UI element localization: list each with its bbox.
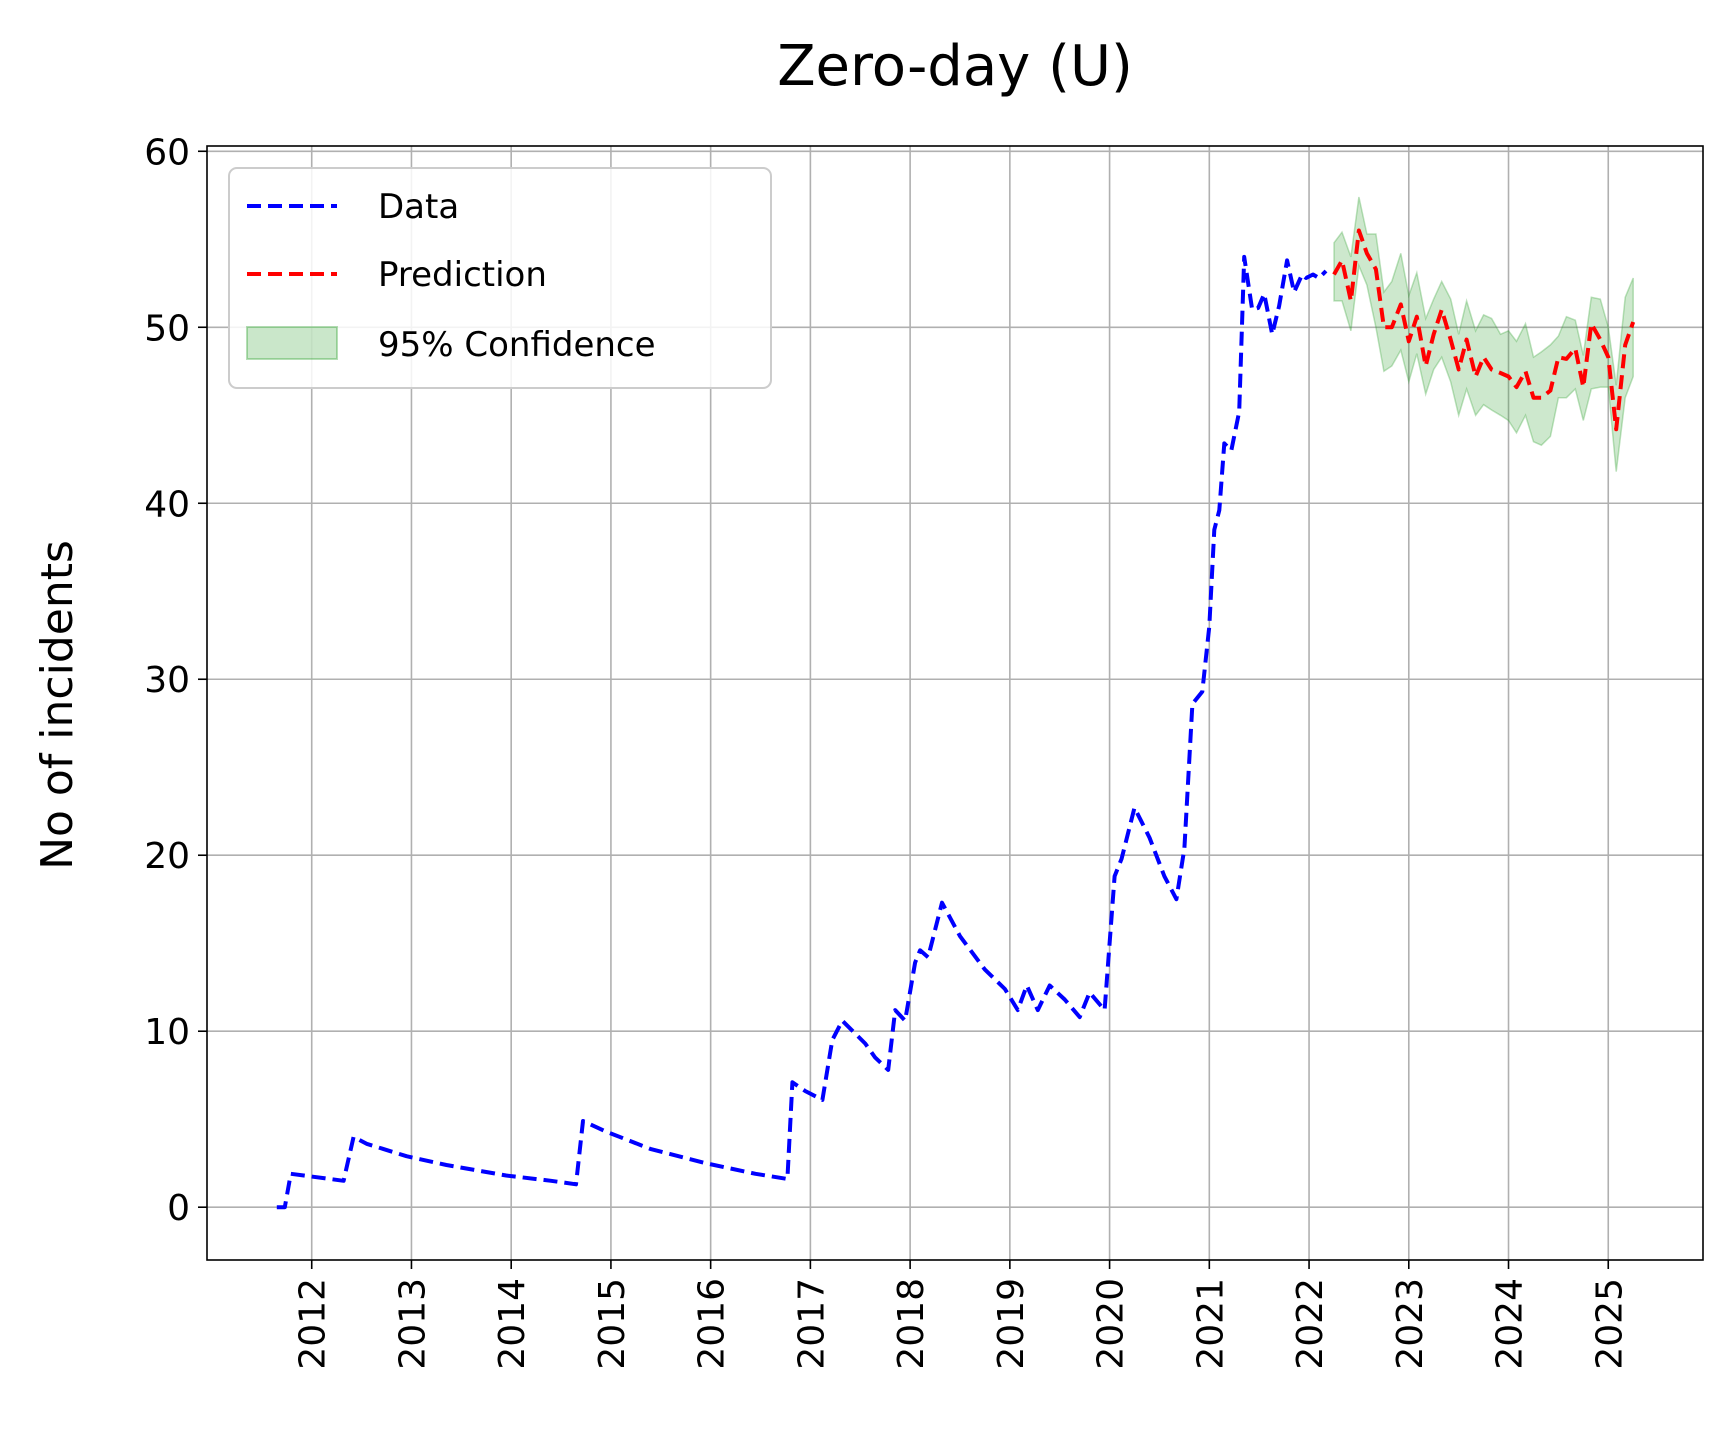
x-tick-label: 2023 [1390, 1278, 1431, 1370]
x-tick-label: 2018 [891, 1278, 932, 1370]
plot-frame [206, 145, 1704, 1261]
y-tick-label: 30 [144, 660, 190, 701]
y-tick-label: 40 [144, 484, 190, 525]
x-tick-label: 2020 [1091, 1278, 1132, 1370]
x-tick-label: 2025 [1589, 1278, 1630, 1370]
x-tick-label: 2022 [1290, 1278, 1331, 1370]
axis-ticks: 2012 2013 2014 2015 2016 2017 2018 2019 2020 2021… [144, 132, 1630, 1369]
x-tick-label: 2019 [991, 1278, 1032, 1370]
x-tick-label: 2017 [791, 1278, 832, 1370]
legend-confidence-label: 95% Confidence [378, 325, 656, 365]
legend-confidence-swatch [246, 326, 338, 360]
data-series-line [276, 254, 1328, 1210]
y-tick-label: 60 [144, 132, 190, 173]
y-tick-label: 20 [144, 836, 190, 877]
x-tick-label: 2012 [293, 1278, 334, 1370]
x-tick-label: 2015 [592, 1278, 633, 1370]
x-tick-label: 2014 [492, 1278, 533, 1370]
y-axis-label: No of incidents [32, 540, 83, 870]
series-layer [276, 228, 1636, 1210]
x-tick-label: 2024 [1490, 1278, 1531, 1370]
legend-prediction-label: Prediction [378, 255, 547, 295]
legend-data-label: Data [378, 187, 459, 227]
y-tick-label: 50 [144, 308, 190, 349]
x-tick-label: 2021 [1190, 1278, 1231, 1370]
x-tick-label: 2016 [692, 1278, 733, 1370]
legend-box [228, 167, 772, 389]
confidence-band [1333, 196, 1634, 472]
y-tick-label: 10 [144, 1012, 190, 1053]
chart-title: Zero-day (U) [777, 34, 1133, 99]
legend: Data Prediction 95% Confidence [228, 167, 772, 389]
x-tick-label: 2013 [392, 1278, 433, 1370]
y-tick-label: 0 [167, 1188, 190, 1229]
confidence-band-layer [1333, 196, 1634, 472]
